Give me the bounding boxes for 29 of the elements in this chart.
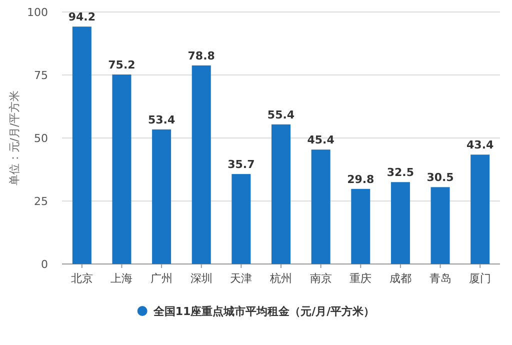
x-tick-label: 青岛	[429, 272, 452, 285]
data-label: 53.4	[148, 113, 176, 126]
y-tick-label: 50	[34, 132, 48, 145]
x-tick-label: 北京	[70, 272, 93, 285]
y-tick-label: 0	[41, 258, 48, 271]
x-tick-label: 成都	[389, 272, 412, 285]
y-tick-label: 25	[34, 195, 48, 208]
x-tick-label: 天津	[230, 272, 252, 285]
data-label: 55.4	[267, 108, 295, 122]
y-tick-label: 100	[27, 6, 48, 19]
x-tick-label: 重庆	[350, 272, 372, 285]
data-label: 43.4	[466, 138, 494, 152]
data-label: 29.8	[347, 172, 374, 186]
y-tick-label: 75	[34, 69, 48, 82]
data-label: 75.2	[108, 58, 136, 72]
x-tick-label: 厦门	[469, 272, 492, 285]
x-tick-label: 杭州	[269, 272, 292, 285]
data-label: 94.2	[68, 10, 96, 24]
x-tick-label: 深圳	[190, 272, 212, 285]
data-label: 30.5	[426, 171, 454, 184]
x-tick-label: 南京	[310, 272, 332, 285]
x-tick-label: 上海	[110, 272, 133, 285]
data-label: 32.5	[386, 166, 414, 180]
data-label: 78.8	[188, 49, 215, 62]
y-axis-title: 单位：元/月/平方米	[8, 90, 21, 186]
x-tick-label: 广州	[150, 272, 173, 285]
legend-label: 全国11座重点城市平均租金（元/月/平方米）	[152, 305, 375, 318]
data-label: 35.7	[228, 158, 255, 172]
data-label: 45.4	[307, 134, 335, 147]
